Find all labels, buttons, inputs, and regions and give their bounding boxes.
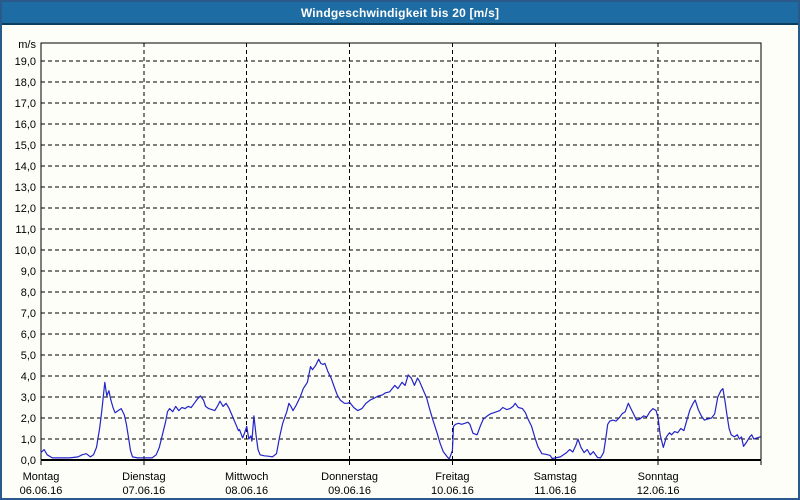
- y-tick-label: 10,0: [15, 245, 36, 257]
- x-day-label: Montag: [23, 471, 60, 483]
- y-tick-label: 6,0: [21, 329, 36, 341]
- x-day-label: Dienstag: [122, 471, 165, 483]
- x-date-label: 10.06.16: [431, 485, 474, 497]
- titlebar: Windgeschwindigkeit bis 20 [m/s]: [2, 2, 798, 25]
- y-tick-label: 2,0: [21, 413, 36, 425]
- y-tick-label: 15,0: [15, 140, 36, 152]
- y-tick-label: 0,0: [21, 455, 36, 467]
- y-tick-label: 5,0: [21, 350, 36, 362]
- y-tick-label: 7,0: [21, 308, 36, 320]
- y-tick-label: 18,0: [15, 77, 36, 89]
- x-day-label: Freitag: [435, 471, 469, 483]
- y-tick-label: 8,0: [21, 287, 36, 299]
- y-tick-label: 13,0: [15, 182, 36, 194]
- y-tick-label: 19,0: [15, 56, 36, 68]
- y-tick-label: 9,0: [21, 266, 36, 278]
- x-day-label: Mittwoch: [225, 471, 268, 483]
- x-day-label: Samstag: [534, 471, 577, 483]
- x-date-label: 08.06.16: [225, 485, 268, 497]
- y-tick-label: 12,0: [15, 203, 36, 215]
- chart-title: Windgeschwindigkeit bis 20 [m/s]: [300, 5, 500, 20]
- y-tick-label: 4,0: [21, 371, 36, 383]
- y-tick-label: 17,0: [15, 98, 36, 110]
- y-tick-label: 1,0: [21, 434, 36, 446]
- y-tick-label: 11,0: [15, 224, 36, 236]
- x-day-label: Donnerstag: [321, 471, 378, 483]
- x-date-label: 09.06.16: [328, 485, 371, 497]
- x-date-label: 06.06.16: [20, 485, 63, 497]
- x-date-label: 07.06.16: [122, 485, 165, 497]
- x-date-label: 11.06.16: [534, 485, 576, 497]
- y-tick-label: 16,0: [15, 119, 36, 131]
- y-tick-label: 14,0: [15, 161, 36, 173]
- y-axis-unit-label: m/s: [18, 39, 36, 51]
- x-day-label: Sonntag: [638, 471, 679, 483]
- y-tick-label: 3,0: [21, 392, 36, 404]
- wind-speed-line: [40, 358, 761, 460]
- x-date-label: 12.06.16: [637, 485, 680, 497]
